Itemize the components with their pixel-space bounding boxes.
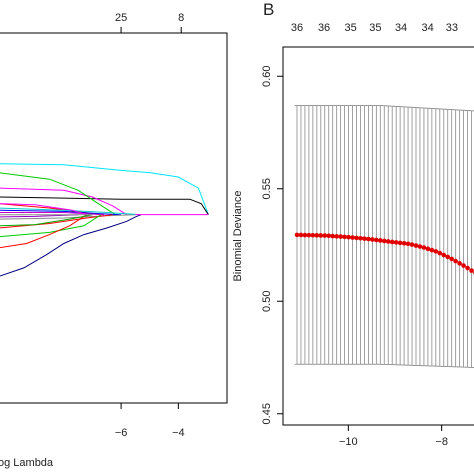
deviance-point (370, 237, 375, 242)
coefficient-path (0, 214, 87, 249)
top-tick-label: 34 (395, 22, 407, 34)
y-tick-label: 0.55 (261, 178, 273, 199)
coefficient-path (0, 214, 113, 229)
y-tick-label: 0.50 (261, 291, 273, 312)
deviance-point (453, 258, 458, 264)
deviance-point (326, 233, 332, 239)
top-tick-label: 36 (291, 22, 303, 34)
deviance-point (465, 265, 470, 271)
deviance-point (413, 243, 419, 248)
deviance-point (437, 250, 443, 256)
deviance-point (381, 238, 387, 244)
panel-b-x-axis: −10 −8 (339, 425, 448, 448)
deviance-point (330, 233, 336, 239)
deviance-point (417, 244, 423, 249)
deviance-point (354, 235, 359, 241)
panel-a-coefficient-paths (0, 163, 209, 277)
deviance-point (298, 232, 304, 238)
deviance-point (441, 252, 447, 258)
coefficient-path (0, 203, 87, 216)
panel-a-plot-box (0, 32, 228, 404)
deviance-point (469, 268, 474, 273)
deviance-point (362, 236, 367, 241)
top-tick-label: 34 (422, 22, 434, 34)
deviance-point (421, 245, 427, 250)
coefficient-path (0, 187, 128, 216)
top-tick-label: 35 (369, 22, 381, 34)
y-tick-label: 0.45 (261, 403, 273, 424)
coefficient-path (0, 214, 93, 227)
deviance-point (401, 241, 407, 246)
deviance-point (449, 256, 455, 262)
deviance-point (346, 234, 351, 240)
coefficient-path (0, 163, 209, 215)
deviance-point (405, 241, 411, 247)
deviance-point (338, 234, 343, 239)
coefficient-path (0, 214, 102, 238)
coefficient-path (0, 214, 79, 218)
deviance-point (397, 240, 403, 246)
deviance-point (318, 233, 324, 238)
deviance-point (342, 234, 347, 240)
top-tick-label: 25 (115, 12, 127, 24)
coefficient-path (0, 207, 142, 216)
y-tick-label: 0.60 (261, 66, 273, 87)
top-tick-label: 33 (446, 22, 458, 34)
deviance-point (374, 237, 379, 243)
deviance-point (306, 232, 312, 238)
deviance-point (322, 233, 328, 238)
deviance-point (425, 246, 431, 252)
coefficient-path (0, 196, 209, 215)
top-tick-label: 8 (178, 12, 184, 24)
deviance-point (310, 232, 316, 238)
coefficient-path (0, 214, 136, 220)
x-tick-label: −8 (435, 436, 448, 448)
panel-b-deviance-points (294, 232, 474, 275)
coefficient-path (0, 212, 104, 216)
x-tick-label: −10 (339, 436, 358, 448)
deviance-point (461, 263, 466, 268)
panel-a-x-axis: −6 −4 (115, 403, 185, 439)
panel-b-y-axis: 0.45 0.50 0.55 0.60 (261, 66, 283, 424)
deviance-point (393, 240, 399, 245)
deviance-point (457, 261, 462, 266)
deviance-point (385, 239, 391, 244)
top-tick-label: 36 (318, 22, 330, 34)
panel-b-top-axis: 36 36 35 35 34 34 33 (291, 22, 458, 34)
deviance-point (409, 242, 415, 247)
deviance-point (334, 234, 339, 239)
coefficient-path (0, 172, 116, 216)
panel-b-plot-box (282, 46, 474, 426)
deviance-point (358, 235, 363, 241)
panel-gap (232, 0, 242, 474)
panel-a: −6 −4 25 8 og Lambda (0, 12, 228, 469)
deviance-point (314, 233, 320, 238)
deviance-point (378, 238, 383, 243)
deviance-point (294, 232, 300, 238)
deviance-point (445, 254, 451, 260)
deviance-point (366, 236, 371, 242)
x-tick-label: −4 (172, 427, 185, 439)
panel-b-letter: B (263, 0, 274, 19)
coefficient-path (0, 214, 142, 277)
panel-b-y-axis-label: Binomial Deviance (232, 190, 244, 281)
panel-b: B −10 −8 0.450.500.550.60 36 36 35 35 34 34 33 … (232, 0, 474, 448)
panel-a-x-axis-label: og Lambda (0, 457, 54, 469)
top-tick-label: 35 (345, 22, 357, 34)
x-tick-label: −6 (115, 427, 128, 439)
deviance-point (350, 235, 355, 240)
deviance-point (389, 239, 395, 245)
deviance-point (433, 249, 439, 254)
deviance-point (302, 232, 308, 238)
deviance-point (429, 247, 435, 253)
panel-a-top-axis: 25 8 (115, 12, 184, 33)
